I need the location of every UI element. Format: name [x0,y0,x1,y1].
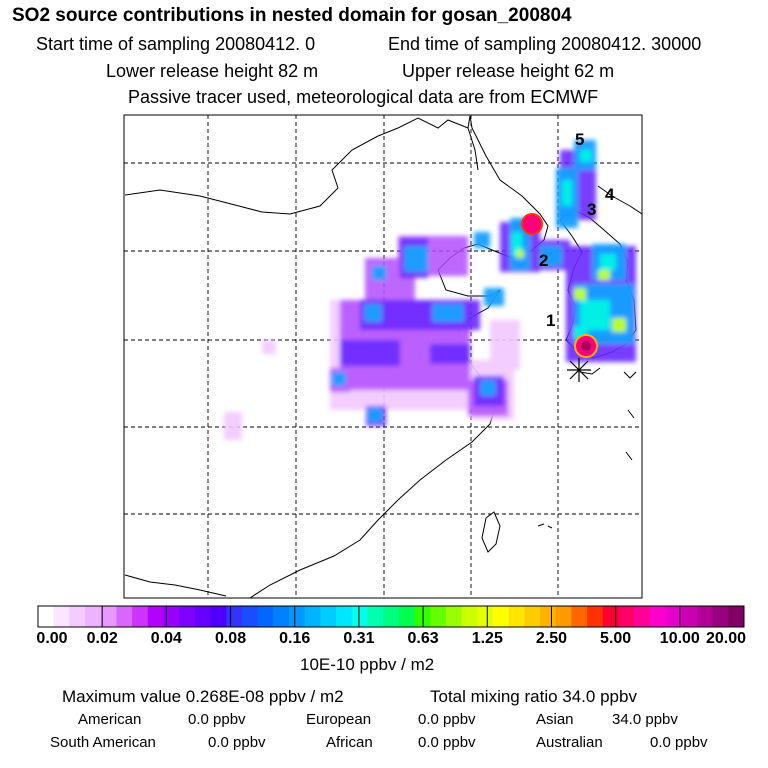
colorbar [38,606,745,627]
colorbar-cell [85,606,102,627]
colorbar-cell [383,606,400,627]
source-label-3: 3 [587,200,596,219]
colorbar-cell [728,606,745,627]
colorbar-cell [320,606,337,627]
colorbar-tick-label: 0.31 [343,630,375,647]
colorbar-cell [571,606,588,627]
colorbar-cell [430,606,447,627]
colorbar-cell [210,606,227,627]
colorbar-tick-label: 1.25 [471,630,503,647]
colorbar-cell [38,606,55,627]
colorbar-cell [618,606,635,627]
colorbar-dividers [101,606,681,627]
map-frame [123,114,643,599]
region-african-label: African [326,734,373,751]
source-label-5: 5 [575,130,584,149]
upper-release-text: Upper release height 62 m [402,61,615,81]
region-south-american-value: 0.0 ppbv [208,734,266,751]
colorbar-cell [336,606,353,627]
colorbar-cell [665,606,682,627]
end-sampling-text: End time of sampling 20080412. 30000 [388,34,702,54]
colorbar-cell [69,606,86,627]
colorbar-cell [163,606,180,627]
colorbar-cell [634,606,651,627]
colorbar-cell [53,606,70,627]
colorbar-cell [587,606,604,627]
colorbar-cell [681,606,698,627]
colorbar-tick-label: 5.00 [600,630,632,647]
colorbar-cell [602,606,619,627]
region-american-label: American [78,711,142,728]
colorbar-cell [461,606,478,627]
so2-plume [224,140,636,440]
colorbar-cell [555,606,572,627]
colorbar-cell [367,606,384,627]
colorbar-cell [132,606,149,627]
colorbar-cell [477,606,494,627]
region-american-value: 0.0 ppbv [188,711,246,728]
colorbar-cell [492,606,510,627]
hotspot-markers [521,213,598,358]
region-australian-label: Australian [536,734,603,751]
source-label-1: 1 [546,311,555,330]
colorbar-cell [445,606,463,627]
region-african-value: 0.0 ppbv [418,734,476,751]
source-label-4: 4 [605,185,615,204]
colorbar-tick-label: 0.16 [279,630,311,647]
source-labels: 1 2 3 4 5 [539,130,615,330]
page-title: SO2 source contributions in nested domai… [12,5,572,26]
colorbar-tick-label: 0.04 [150,630,182,647]
colorbar-cell [540,606,557,627]
colorbar-tick-label: 0.08 [214,630,247,647]
tracer-note-text: Passive tracer used, meteorological data… [128,87,599,107]
colorbar-cell [398,606,416,627]
region-european-label: European [306,711,372,728]
colorbar-cell [649,606,667,627]
start-sampling-text: Start time of sampling 20080412. 0 [36,34,316,54]
colorbar-cell [696,606,714,627]
colorbar-cell [179,606,196,627]
colorbar-cell [100,606,117,627]
max-value-text: Maximum value 0.268E-08 ppbv / m2 [62,687,344,706]
colorbar-cell [241,606,259,627]
colorbar-tick-label: 0.63 [407,630,439,647]
colorbar-cell [194,606,212,627]
colorbar-cell [289,606,306,627]
region-australian-value: 0.0 ppbv [650,734,708,751]
colorbar-cell [508,606,525,627]
lower-release-text: Lower release height 82 m [106,61,319,81]
receptor-star-icon [567,358,591,382]
region-european-value: 0.0 ppbv [418,711,476,728]
map-panel: 1 2 3 4 5 [124,115,642,598]
colorbar-frame [37,605,745,628]
colorbar-tick-label: 10.00 [659,630,700,647]
region-asian-label: Asian [536,711,574,728]
colorbar-cell [147,606,165,627]
colorbar-tick-label: 2.50 [535,630,568,647]
colorbar-units: 10E-10 ppbv / m2 [300,655,435,674]
total-mixing-text: Total mixing ratio 34.0 ppbv [430,687,637,706]
colorbar-cell [351,606,368,627]
colorbar-cell [304,606,321,627]
source-label-2: 2 [539,251,548,270]
region-south-american-label: South American [50,734,156,751]
colorbar-cell [712,606,729,627]
colorbar-tick-label: 0.02 [86,630,118,647]
colorbar-cell [257,606,274,627]
colorbar-tick-label: 20.00 [705,630,747,647]
colorbar-cell [226,606,243,627]
colorbar-cell [116,606,133,627]
colorbar-tick-label: 0.00 [36,630,68,647]
colorbar-cell [273,606,290,627]
colorbar-cell [524,606,541,627]
region-asian-value: 34.0 ppbv [612,711,678,728]
